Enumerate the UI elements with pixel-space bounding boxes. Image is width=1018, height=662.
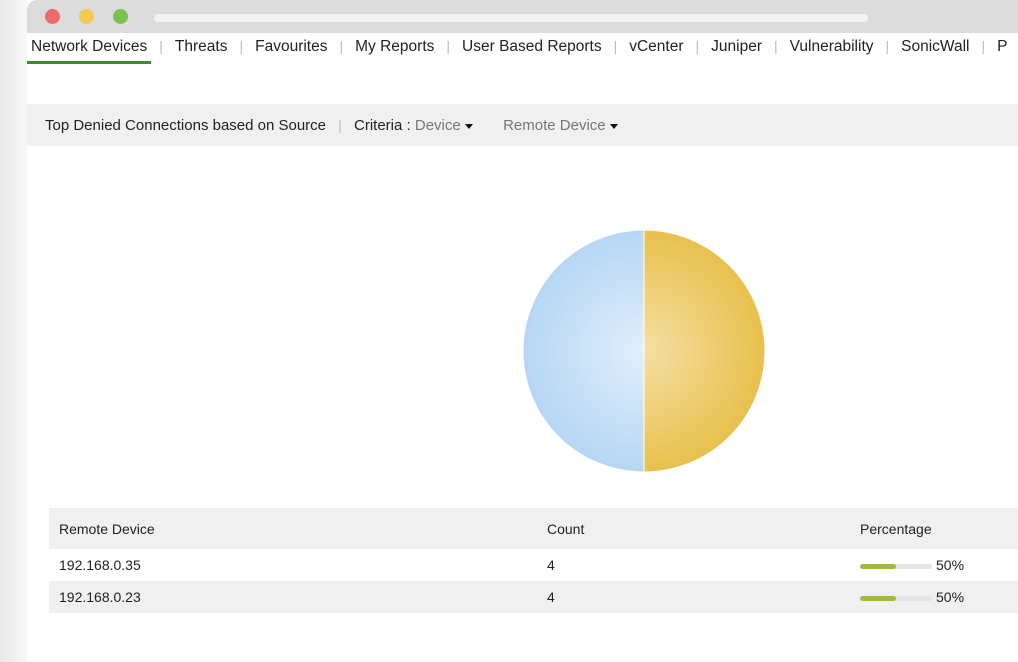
- remote-device-cell: 192.168.0.23: [49, 581, 537, 613]
- address-bar[interactable]: [154, 14, 868, 22]
- pie-chart: [522, 229, 766, 473]
- percentage-value: 50%: [936, 557, 965, 573]
- group-by-value: Remote Device: [503, 117, 606, 134]
- tab-sonicwall[interactable]: SonicWall: [901, 38, 970, 55]
- close-window-button[interactable]: [45, 9, 60, 24]
- percentage-bar-fill: [860, 595, 896, 601]
- tab-separator: |: [339, 38, 344, 54]
- column-header-remote-device[interactable]: Remote Device: [49, 508, 537, 549]
- percentage-bar-fill: [860, 563, 896, 569]
- tab-p[interactable]: P: [997, 38, 1008, 55]
- tab-separator: |: [774, 38, 778, 54]
- pie-slice[interactable]: [522, 229, 645, 473]
- caret-down-icon: [464, 123, 473, 129]
- content: Network Devices | Threats | Favourites | My Re…: [27, 33, 1018, 662]
- remote-device-cell: 192.168.0.35: [59, 557, 141, 573]
- tab-bar: Network Devices | Threats | Favourites | My Re…: [27, 33, 1011, 65]
- count-cell: 4: [547, 557, 555, 573]
- table-row[interactable]: 192.168.0.35 4 50%: [49, 549, 1018, 581]
- tab-separator: |: [981, 38, 986, 54]
- group-by-dropdown[interactable]: Remote Device: [503, 117, 618, 134]
- column-header-percentage[interactable]: Percentage: [850, 508, 1018, 549]
- tab-vulnerability[interactable]: Vulnerability: [789, 38, 874, 55]
- percentage-bar: [860, 595, 932, 601]
- tab-separator: |: [446, 38, 451, 54]
- tab-separator: |: [613, 38, 618, 54]
- data-table: Remote Device Count Percentage 192.168.0…: [49, 508, 1018, 613]
- tab-separator: |: [695, 38, 700, 54]
- report-toolbar: Top Denied Connections based on Source |…: [27, 104, 1018, 146]
- tab-separator: |: [239, 38, 244, 54]
- title-bar: [27, 0, 1018, 33]
- tab-separator: |: [885, 38, 890, 54]
- criteria-value: Device: [414, 117, 461, 134]
- table-row[interactable]: 192.168.0.23 4 50%: [49, 581, 1018, 613]
- percentage-bar: [860, 563, 932, 569]
- tab-network-devices[interactable]: Network Devices: [27, 33, 152, 64]
- minimize-window-button[interactable]: [79, 9, 94, 24]
- count-cell: 4: [537, 581, 850, 613]
- tab-separator: |: [159, 38, 163, 54]
- maximize-window-button[interactable]: [113, 9, 128, 24]
- tab-user-based-reports[interactable]: User Based Reports: [462, 38, 602, 55]
- tab-favourites[interactable]: Favourites: [255, 38, 328, 55]
- percentage-cell: 50%: [850, 549, 1018, 581]
- column-header-count[interactable]: Count: [537, 508, 850, 549]
- percentage-cell: 50%: [850, 581, 1018, 613]
- percentage-value: 50%: [936, 589, 965, 605]
- criteria-label: Criteria :: [354, 117, 411, 134]
- pie-slice[interactable]: [643, 229, 766, 473]
- criteria-dropdown[interactable]: Device: [415, 117, 473, 134]
- report-title: Top Denied Connections based on Source: [45, 117, 327, 134]
- tab-juniper[interactable]: Juniper: [711, 38, 762, 55]
- tab-my-reports[interactable]: My Reports: [355, 38, 435, 55]
- caret-down-icon: [609, 123, 618, 129]
- divider: |: [338, 117, 342, 133]
- tab-threats[interactable]: Threats: [174, 38, 228, 55]
- tab-vcenter[interactable]: vCenter: [629, 38, 684, 55]
